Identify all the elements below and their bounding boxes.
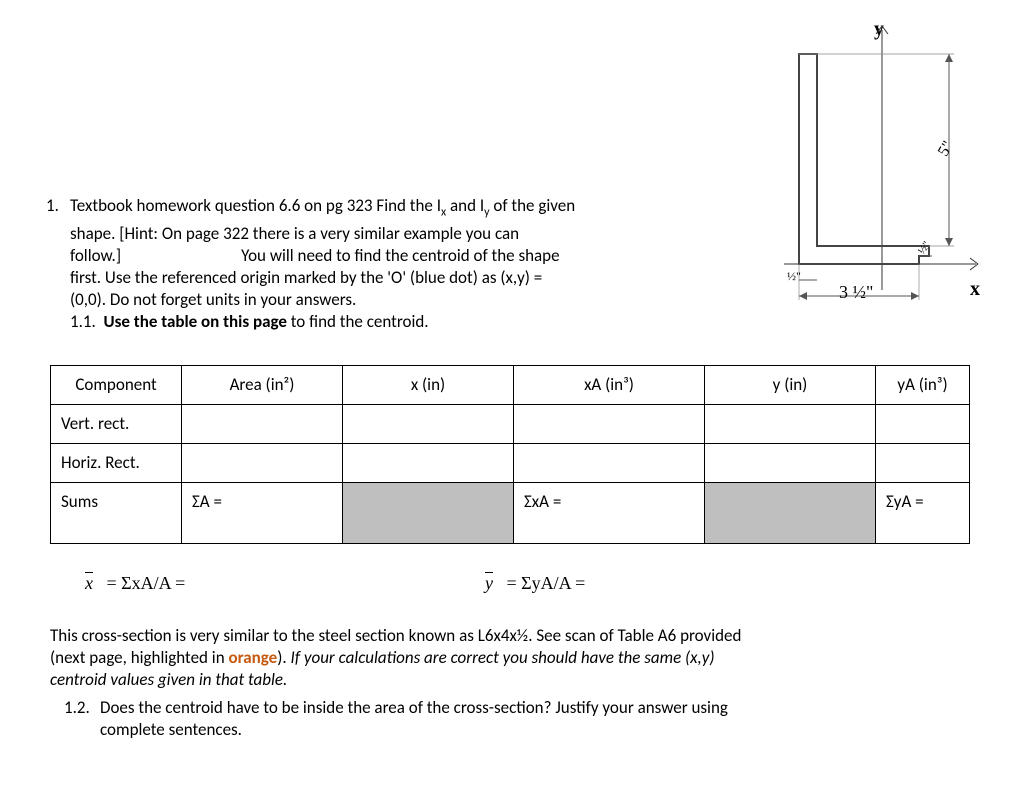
sums-y-shaded xyxy=(705,483,876,544)
q12-a: Does the centroid have to be inside the … xyxy=(100,697,728,718)
table-sums-row: Sums ΣA = ΣxA = ΣyA = xyxy=(51,483,970,544)
page: y x 5" 3 ½" ½ xyxy=(0,0,1024,791)
p-l3b: You will need to find the centroid of th… xyxy=(241,245,560,266)
table-row: Vert. rect. xyxy=(51,405,970,444)
th-xa: xA (in³) xyxy=(514,366,705,405)
formula-row: x = ΣxA/A = y = ΣyA/A = xyxy=(85,573,185,594)
bottom-paragraph: This cross-section is very similar to th… xyxy=(50,625,970,741)
p-l2: shape. [Hint: On page 322 there is a ver… xyxy=(70,223,519,244)
para-l2i: If your calculations are correct you sho… xyxy=(291,647,715,668)
sums-x-shaded xyxy=(343,483,514,544)
th-component: Component xyxy=(51,366,182,405)
q12-num: 1.2. xyxy=(64,697,90,719)
p-l3a: follow.] xyxy=(70,245,121,266)
th-y: y (in) xyxy=(705,366,876,405)
centroid-table: Component Area (in²) x (in) xA (in³) y (… xyxy=(50,365,970,544)
sub-text-a: Use the table on this page xyxy=(104,311,287,332)
th-ya: yA (in³) xyxy=(876,366,970,405)
problem-text: 1. Textbook homework question 6.6 on pg … xyxy=(70,195,730,333)
dim-bottom: 3 ½" xyxy=(839,282,873,303)
p-l1a: Textbook homework question 6.6 on pg 323… xyxy=(70,195,441,216)
sums-xa: ΣxA = xyxy=(514,483,705,544)
cell[interactable] xyxy=(705,405,876,444)
para-l2a: (next page, highlighted in xyxy=(50,647,228,668)
diagram-svg xyxy=(754,20,984,310)
p-l1b: and I xyxy=(446,195,484,216)
dim-left: ½" xyxy=(787,269,801,284)
cell[interactable] xyxy=(343,444,514,483)
ybar-formula: y = ΣyA/A = xyxy=(485,573,585,594)
p-l5: (0,0). Do not forget units in your answe… xyxy=(70,289,356,310)
cell[interactable] xyxy=(182,405,343,444)
sub-num: 1.1. xyxy=(70,311,96,332)
sums-label: Sums xyxy=(51,483,182,544)
cell[interactable] xyxy=(514,444,705,483)
para-orange: orange xyxy=(228,647,277,668)
th-area: Area (in²) xyxy=(182,366,343,405)
l-shape-diagram: y x 5" 3 ½" ½ xyxy=(754,20,984,310)
sums-ya: ΣyA = xyxy=(876,483,970,544)
row1-label: Vert. rect. xyxy=(51,405,182,444)
th-x: x (in) xyxy=(343,366,514,405)
cell[interactable] xyxy=(705,444,876,483)
table-header-row: Component Area (in²) x (in) xA (in³) y (… xyxy=(51,366,970,405)
sub-text-b: to find the centroid. xyxy=(287,311,429,332)
cell[interactable] xyxy=(876,444,970,483)
row2-label: Horiz. Rect. xyxy=(51,444,182,483)
cell[interactable] xyxy=(514,405,705,444)
para-l3i: centroid values given in that table. xyxy=(50,669,287,690)
xbar-formula: x = ΣxA/A = xyxy=(85,573,185,593)
para-l1: This cross-section is very similar to th… xyxy=(50,625,741,646)
cell[interactable] xyxy=(343,405,514,444)
xbar-text: = ΣxA/A = xyxy=(107,573,186,593)
sums-area: ΣA = xyxy=(182,483,343,544)
problem-number: 1. xyxy=(46,195,59,217)
para-l2b: ). xyxy=(277,647,290,668)
table-row: Horiz. Rect. xyxy=(51,444,970,483)
q12-b: complete sentences. xyxy=(100,719,242,740)
cell[interactable] xyxy=(876,405,970,444)
question-1-2: 1.2. Does the centroid have to be inside… xyxy=(100,697,970,741)
cell[interactable] xyxy=(182,444,343,483)
ybar-text: = ΣyA/A = xyxy=(507,573,586,593)
p-l4: first. Use the referenced origin marked … xyxy=(70,267,542,288)
p-l1c: of the given xyxy=(490,195,576,216)
